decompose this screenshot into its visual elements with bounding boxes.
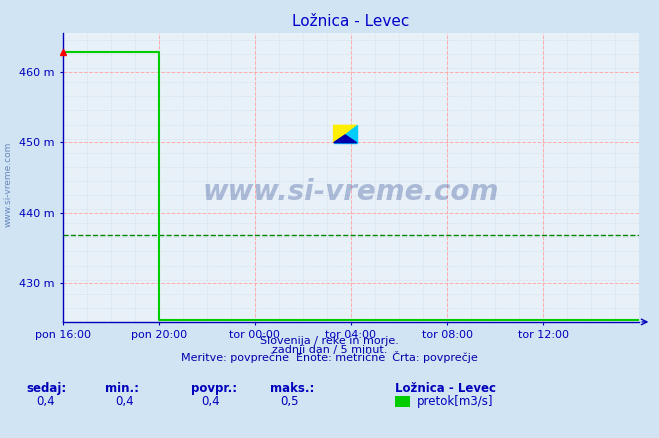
Text: www.si-vreme.com: www.si-vreme.com [3,141,13,226]
Text: www.si-vreme.com: www.si-vreme.com [203,178,499,206]
Text: Meritve: povprečne  Enote: metrične  Črta: povprečje: Meritve: povprečne Enote: metrične Črta:… [181,351,478,364]
Text: zadnji dan / 5 minut.: zadnji dan / 5 minut. [272,345,387,355]
Text: min.:: min.: [105,382,140,395]
Text: 0,4: 0,4 [36,395,55,408]
Title: Ložnica - Levec: Ložnica - Levec [292,14,410,29]
Text: 0,5: 0,5 [280,395,299,408]
Polygon shape [333,125,357,143]
Text: 0,4: 0,4 [201,395,219,408]
Text: Slovenija / reke in morje.: Slovenija / reke in morje. [260,336,399,346]
Polygon shape [333,125,357,143]
Polygon shape [333,135,357,143]
Text: sedaj:: sedaj: [26,382,67,395]
Text: povpr.:: povpr.: [191,382,237,395]
Text: pretok[m3/s]: pretok[m3/s] [416,395,493,408]
Text: Ložnica - Levec: Ložnica - Levec [395,382,496,395]
Text: maks.:: maks.: [270,382,314,395]
Text: 0,4: 0,4 [115,395,134,408]
